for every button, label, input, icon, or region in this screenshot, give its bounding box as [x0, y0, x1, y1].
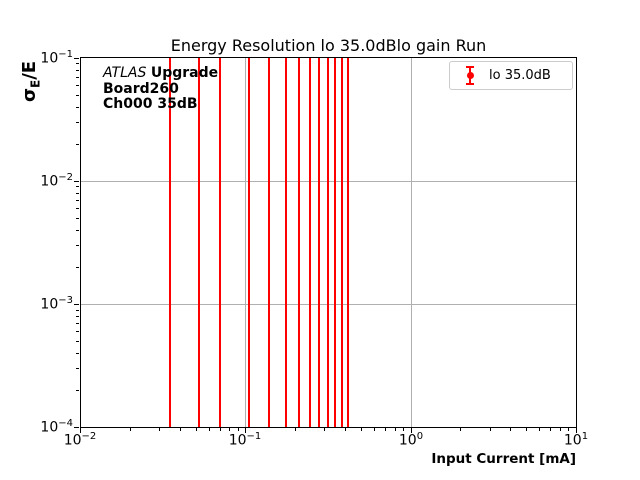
x-major-tick	[411, 428, 412, 433]
y-tick-label: 10−2	[40, 172, 73, 190]
x-minor-tick	[460, 428, 461, 431]
y-tick-label: 10−3	[40, 295, 73, 313]
x-minor-tick	[550, 428, 551, 431]
y-major-tick	[74, 304, 79, 305]
gridline-x	[245, 58, 246, 427]
y-minor-tick	[76, 323, 79, 324]
x-minor-tick	[220, 428, 221, 431]
x-minor-tick	[526, 428, 527, 431]
errorbar-vertical-line	[347, 58, 349, 427]
y-minor-tick	[76, 85, 79, 86]
y-minor-tick	[76, 95, 79, 96]
y-minor-tick	[76, 122, 79, 123]
x-minor-tick	[510, 428, 511, 431]
x-tick-label: 10−1	[228, 431, 262, 449]
x-minor-tick	[385, 428, 386, 431]
gridline-x	[411, 58, 412, 427]
errorbar-vertical-line	[318, 58, 320, 427]
errorbar-vertical-line	[309, 58, 311, 427]
y-minor-tick	[76, 70, 79, 71]
x-minor-tick	[209, 428, 210, 431]
x-minor-tick	[490, 428, 491, 431]
x-tick-label: 100	[398, 431, 424, 449]
y-minor-tick	[76, 208, 79, 209]
x-minor-tick	[238, 428, 239, 431]
y-major-tick	[74, 427, 79, 428]
errorbar-vertical-line	[268, 58, 270, 427]
errorbar-cap-bottom	[466, 83, 474, 85]
y-minor-tick	[76, 316, 79, 317]
errorbar-marker-icon	[460, 65, 480, 86]
y-minor-tick	[76, 200, 79, 201]
y-minor-tick	[76, 390, 79, 391]
x-minor-tick	[403, 428, 404, 431]
x-minor-tick	[130, 428, 131, 431]
y-minor-tick	[76, 63, 79, 64]
legend: lo 35.0dB	[449, 61, 573, 90]
x-minor-tick	[229, 428, 230, 431]
errorbar-vertical-line	[198, 58, 200, 427]
annotation-line-1: ATLAS Upgrade	[103, 65, 219, 81]
legend-entry-label: lo 35.0dB	[489, 68, 551, 83]
errorbar-vertical-line	[341, 58, 343, 427]
chart-title: Energy Resolution lo 35.0dBlo gain Run	[170, 36, 487, 55]
y-minor-tick	[76, 245, 79, 246]
y-tick-label: 10−4	[40, 418, 73, 436]
x-major-tick	[80, 428, 81, 433]
annotation-line-3: Ch000 35dB	[103, 96, 198, 112]
errorbar-vertical-line	[298, 58, 300, 427]
errorbar-vertical-line	[169, 58, 171, 427]
x-major-tick	[576, 428, 577, 433]
errorbar-vertical-line	[248, 58, 250, 427]
y-minor-tick	[76, 193, 79, 194]
errorbar-dot	[466, 72, 474, 79]
y-minor-tick	[76, 310, 79, 311]
x-minor-tick	[539, 428, 540, 431]
x-tick-label: 101	[563, 431, 589, 449]
x-minor-tick	[374, 428, 375, 431]
x-axis-label: Input Current [mA]	[431, 451, 576, 467]
x-tick-label: 10−2	[63, 431, 97, 449]
x-minor-tick	[324, 428, 325, 431]
y-minor-tick	[76, 267, 79, 268]
y-minor-tick	[76, 218, 79, 219]
y-minor-tick	[76, 77, 79, 78]
errorbar-vertical-line	[334, 58, 336, 427]
x-minor-tick	[196, 428, 197, 431]
x-minor-tick	[395, 428, 396, 431]
y-minor-tick	[76, 230, 79, 231]
y-minor-tick	[76, 353, 79, 354]
annotation-block: ATLAS Upgrade Board260 Ch000 35dB	[103, 65, 219, 113]
x-minor-tick	[159, 428, 160, 431]
y-minor-tick	[76, 186, 79, 187]
annotation-line-2: Board260	[103, 80, 179, 97]
y-major-tick	[74, 58, 79, 59]
y-axis-label: σE/E	[19, 60, 43, 102]
y-minor-tick	[76, 331, 79, 332]
x-minor-tick	[568, 428, 569, 431]
x-minor-tick	[361, 428, 362, 431]
x-minor-tick	[345, 428, 346, 431]
x-minor-tick	[180, 428, 181, 431]
experiment-label: ATLAS	[103, 65, 147, 81]
y-major-tick	[74, 181, 79, 182]
y-minor-tick	[76, 341, 79, 342]
x-major-tick	[245, 428, 246, 433]
y-minor-tick	[76, 144, 79, 145]
errorbar-vertical-line	[219, 58, 221, 427]
x-minor-tick	[560, 428, 561, 431]
errorbar-vertical-line	[327, 58, 329, 427]
y-minor-tick	[76, 368, 79, 369]
x-minor-tick	[295, 428, 296, 431]
errorbar-vertical-line	[285, 58, 287, 427]
y-tick-label: 10−1	[40, 49, 73, 67]
y-minor-tick	[76, 107, 79, 108]
